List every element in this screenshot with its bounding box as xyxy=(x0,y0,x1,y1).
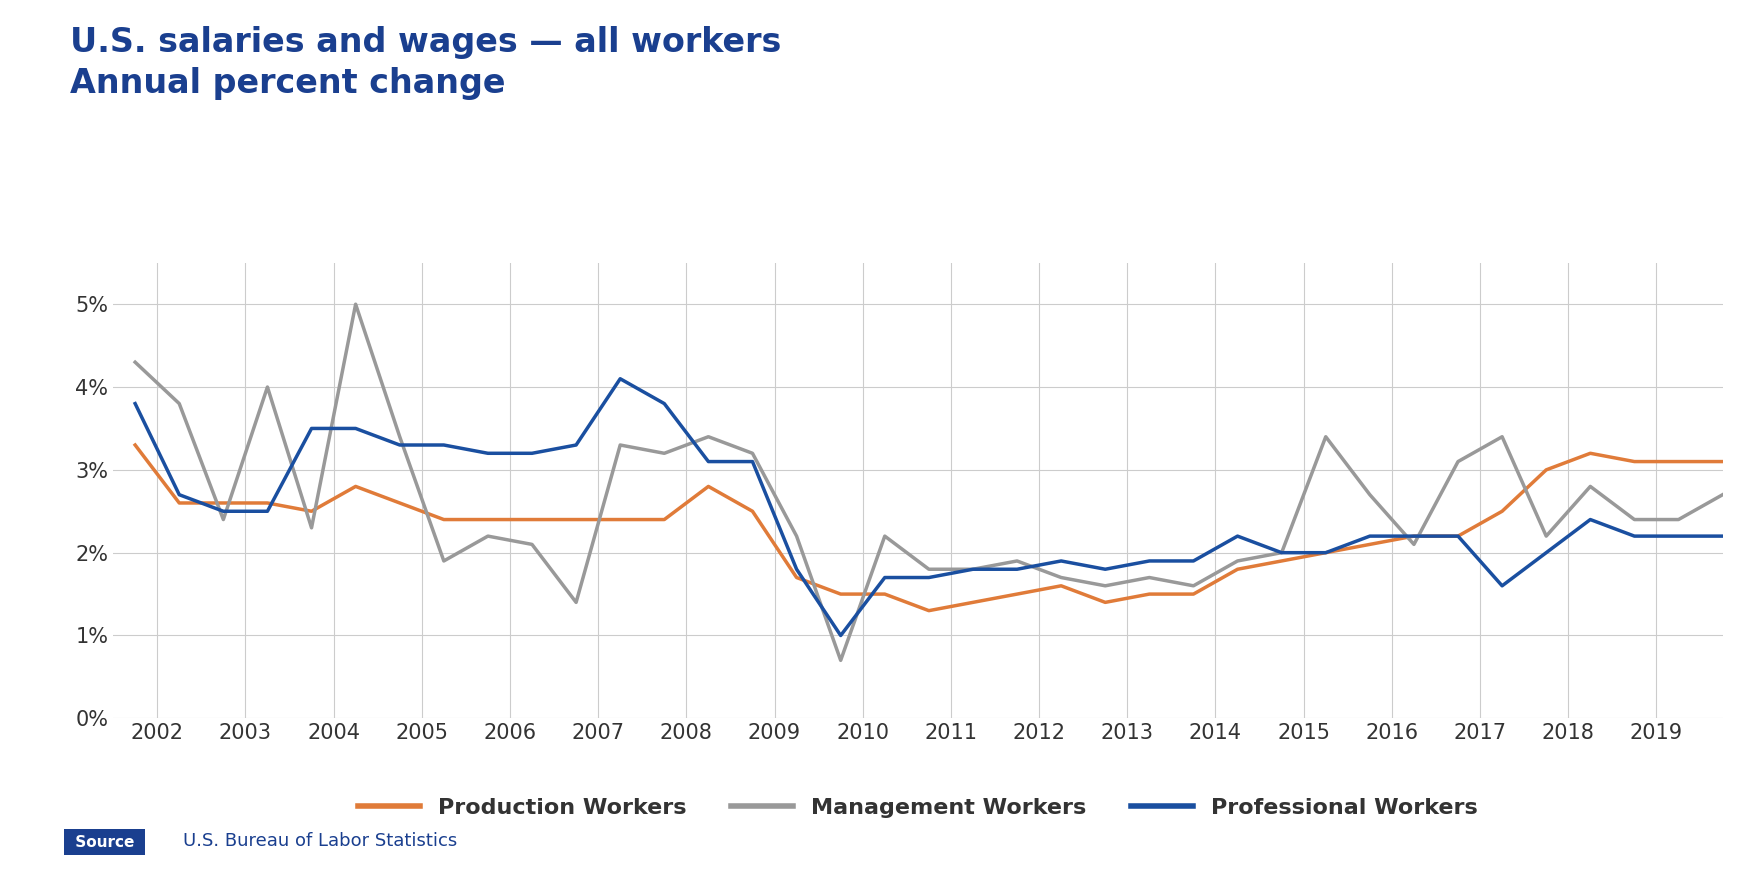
Text: U.S. Bureau of Labor Statistics: U.S. Bureau of Labor Statistics xyxy=(183,831,457,850)
Legend: Production Workers, Management Workers, Professional Workers: Production Workers, Management Workers, … xyxy=(350,788,1485,826)
Text: U.S. salaries and wages — all workers
Annual percent change: U.S. salaries and wages — all workers An… xyxy=(70,26,781,100)
Text: Source: Source xyxy=(70,835,139,850)
